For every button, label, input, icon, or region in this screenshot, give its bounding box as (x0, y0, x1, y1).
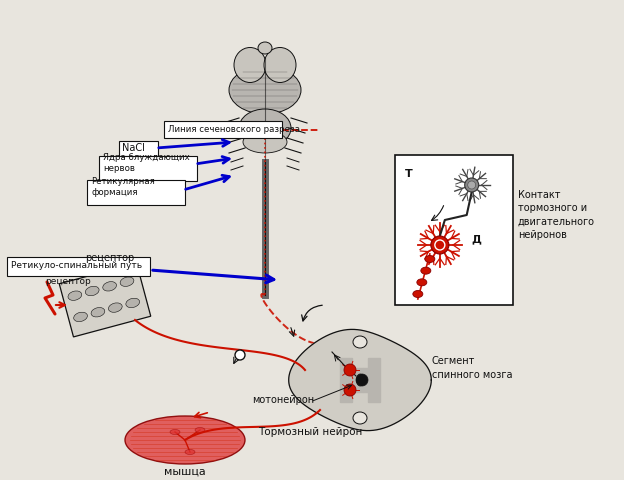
Ellipse shape (229, 66, 301, 114)
Ellipse shape (353, 412, 367, 424)
Ellipse shape (258, 42, 272, 54)
Ellipse shape (465, 178, 479, 192)
Polygon shape (59, 263, 151, 337)
Text: рецептор: рецептор (85, 253, 135, 263)
Ellipse shape (239, 109, 291, 147)
Ellipse shape (356, 374, 364, 386)
Ellipse shape (85, 286, 99, 296)
Ellipse shape (421, 267, 431, 274)
Text: NaCl: NaCl (122, 143, 145, 153)
Ellipse shape (243, 131, 287, 153)
Ellipse shape (468, 181, 475, 189)
Text: Ретикуло-спинальный путь: Ретикуло-спинальный путь (11, 262, 142, 271)
Ellipse shape (234, 48, 266, 83)
Text: Линия сеченовского разреза: Линия сеченовского разреза (168, 124, 300, 133)
FancyBboxPatch shape (6, 256, 150, 276)
Polygon shape (357, 368, 363, 392)
Circle shape (344, 364, 356, 376)
Ellipse shape (185, 449, 195, 455)
Ellipse shape (425, 255, 435, 263)
Ellipse shape (170, 430, 180, 434)
Bar (395, 155, 513, 305)
Ellipse shape (264, 48, 296, 83)
Ellipse shape (126, 298, 140, 308)
FancyBboxPatch shape (119, 141, 157, 156)
Ellipse shape (74, 312, 87, 322)
Ellipse shape (417, 279, 427, 286)
Ellipse shape (413, 290, 423, 298)
FancyBboxPatch shape (87, 180, 185, 204)
Ellipse shape (353, 336, 367, 348)
Text: Ядра блуждающих
нервов: Ядра блуждающих нервов (103, 153, 190, 173)
Ellipse shape (195, 428, 205, 432)
FancyBboxPatch shape (99, 156, 197, 180)
Ellipse shape (109, 303, 122, 312)
Ellipse shape (91, 308, 105, 317)
Polygon shape (289, 329, 431, 431)
Circle shape (344, 384, 356, 396)
Ellipse shape (103, 282, 117, 291)
Text: Тормозный нейрон: Тормозный нейрон (258, 427, 362, 437)
Text: Т: Т (405, 169, 412, 179)
Text: Сегмент
спинного мозга: Сегмент спинного мозга (432, 356, 512, 380)
Text: Ретикулярная
формация: Ретикулярная формация (91, 177, 155, 197)
Ellipse shape (125, 416, 245, 464)
Polygon shape (340, 358, 357, 402)
Text: мышца: мышца (164, 467, 206, 477)
Text: мотонейрон: мотонейрон (252, 395, 314, 405)
Circle shape (356, 374, 368, 386)
Circle shape (235, 350, 245, 360)
Ellipse shape (68, 291, 82, 300)
FancyBboxPatch shape (163, 120, 281, 137)
Text: рецептор: рецептор (45, 277, 91, 287)
Text: Д: Д (472, 234, 482, 244)
Ellipse shape (120, 277, 134, 287)
Circle shape (431, 236, 449, 254)
Polygon shape (363, 358, 380, 402)
Text: Контакт
тормозного и
двигательного
нейронов: Контакт тормозного и двигательного нейро… (518, 190, 595, 240)
